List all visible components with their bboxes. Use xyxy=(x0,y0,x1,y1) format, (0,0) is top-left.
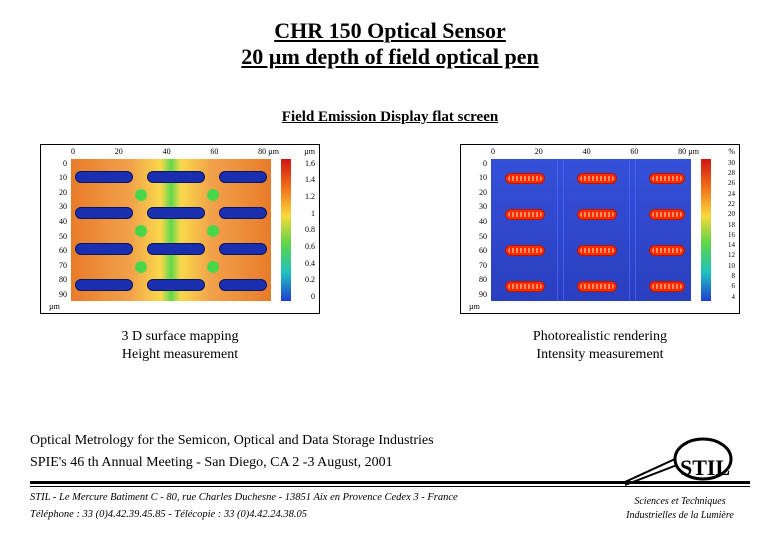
chart-left-colorbar xyxy=(281,159,291,301)
chart-right-colorbar-ticks: 30 28 26 24 22 20 18 16 14 12 10 8 6 4 xyxy=(715,159,735,301)
chart-left: 0 20 40 60 80 µm 0 10 20 30 40 50 60 70 … xyxy=(40,144,320,314)
chart-left-y-axis: 0 10 20 30 40 50 60 70 80 90 xyxy=(49,159,67,299)
chart-right-caption: Photorealistic rendering Intensity measu… xyxy=(533,328,667,364)
section-subtitle: Field Emission Display flat screen xyxy=(0,109,780,126)
footer-address: STIL - Le Mercure Batiment C - 80, rue C… xyxy=(30,491,590,505)
stil-logo-icon: STIL xyxy=(625,437,735,489)
logo: STIL Sciences et Techniques Industrielle… xyxy=(610,437,750,522)
logo-caption-2: Industrielles de la Lumière xyxy=(610,510,750,522)
chart-left-x-axis: 0 20 40 60 80 µm xyxy=(71,147,279,156)
chart-left-colorbar-ticks: 1.6 1.4 1.2 1 0.8 0.6 0.4 0.2 0 xyxy=(295,159,315,301)
chart-left-caption: 3 D surface mapping Height measurement xyxy=(121,328,238,364)
logo-caption-1: Sciences et Techniques xyxy=(610,496,750,508)
chart-right-x-axis: 0 20 40 60 80 µm xyxy=(491,147,699,156)
charts-row: 0 20 40 60 80 µm 0 10 20 30 40 50 60 70 … xyxy=(0,126,780,364)
chart-right-unit: µm xyxy=(469,302,480,311)
chart-right-colorbar xyxy=(701,159,711,301)
chart-left-plot xyxy=(71,159,271,301)
footer: Optical Metrology for the Semicon, Optic… xyxy=(30,430,750,522)
chart-right-wrap: 0 20 40 60 80 µm 0 10 20 30 40 50 60 70 … xyxy=(460,144,740,364)
footer-phone: Téléphone : 33 (0)4.42.39.45.85 - Téléco… xyxy=(30,508,590,522)
chart-left-unit: µm xyxy=(49,302,60,311)
title-line-2: 20 µm depth of field optical pen xyxy=(0,44,780,70)
chart-right-plot xyxy=(491,159,691,301)
chart-right-y-axis: 0 10 20 30 40 50 60 70 80 90 xyxy=(469,159,487,299)
title-line-1: CHR 150 Optical Sensor xyxy=(0,18,780,44)
svg-text:STIL: STIL xyxy=(680,455,730,480)
title-block: CHR 150 Optical Sensor 20 µm depth of fi… xyxy=(0,0,780,71)
chart-left-wrap: 0 20 40 60 80 µm 0 10 20 30 40 50 60 70 … xyxy=(40,144,320,364)
chart-right: 0 20 40 60 80 µm 0 10 20 30 40 50 60 70 … xyxy=(460,144,740,314)
